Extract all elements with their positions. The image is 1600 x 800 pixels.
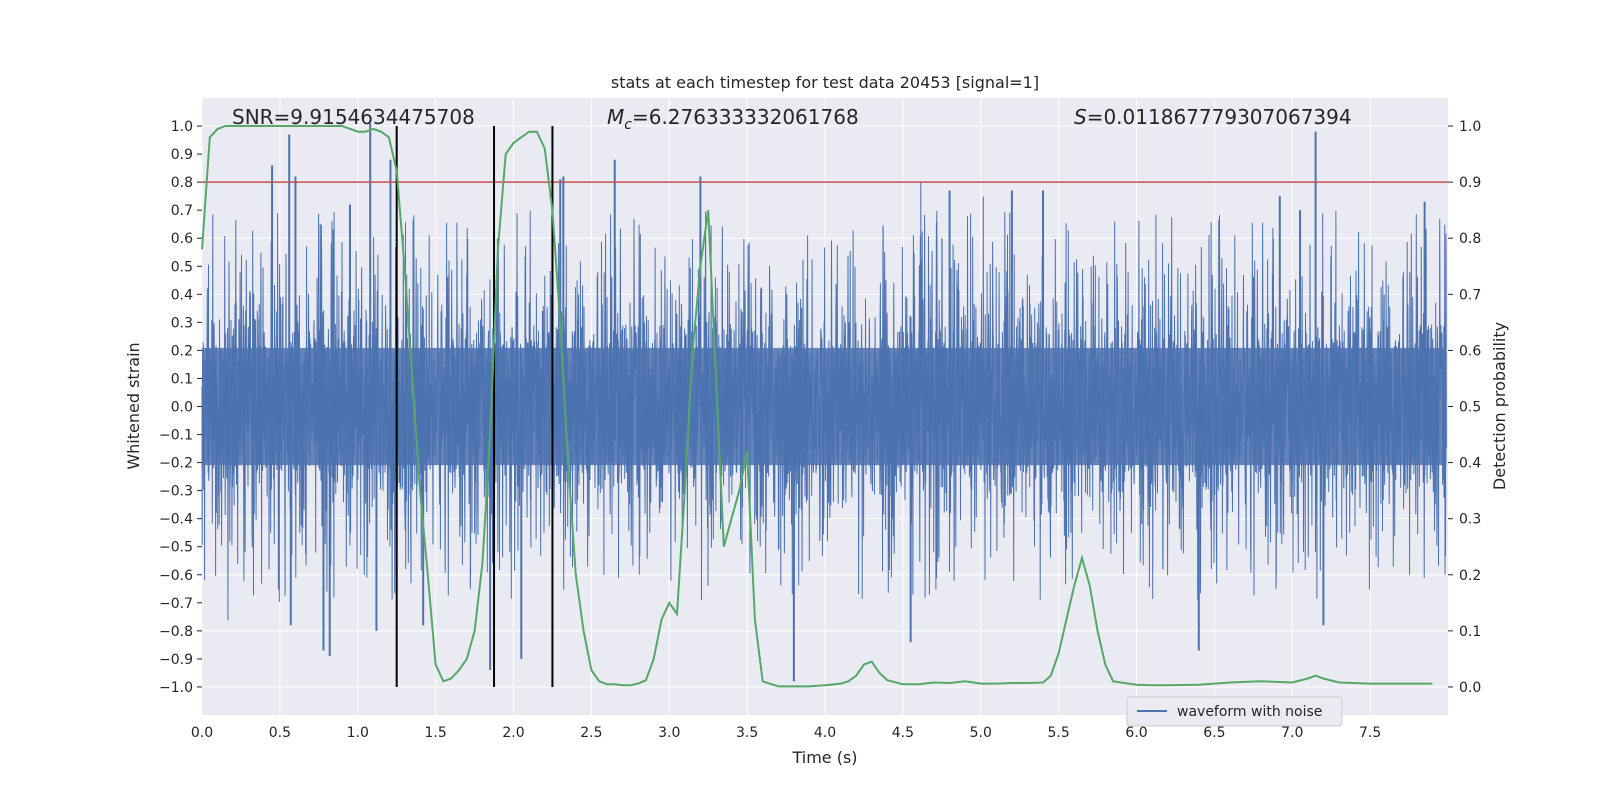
- y-right-tick-label-7: 0.3: [1459, 512, 1481, 528]
- x-tick-label-8: 4.0: [814, 725, 836, 741]
- x-tick-label-11: 5.5: [1047, 725, 1069, 741]
- y-axis-right-label: Detection probability: [1490, 322, 1509, 490]
- detection-probability-curve: [201, 125, 1433, 688]
- x-tick-label-9: 4.5: [892, 725, 914, 741]
- y-right-tick-label-2: 0.8: [1459, 231, 1481, 247]
- x-axis-label: Time (s): [791, 748, 857, 767]
- chirp-mass-annotation: Mc=6.276333332061768: [607, 105, 859, 133]
- y-left-tick-label-10: 0.0: [171, 400, 193, 416]
- y-left-tick-label-7: 0.3: [171, 315, 193, 331]
- x-tick-label-12: 6.0: [1125, 725, 1147, 741]
- y-axis-left-label: Whitened strain: [124, 342, 143, 469]
- y-right-tick-label-5: 0.5: [1459, 400, 1481, 416]
- x-tick-label-5: 2.5: [580, 725, 602, 741]
- y-right-tick-label-4: 0.6: [1459, 343, 1481, 359]
- y-left-tick-label-19: −0.9: [159, 652, 193, 668]
- y-left-tick-label-11: −0.1: [159, 428, 193, 444]
- x-tick-label-6: 3.0: [658, 725, 680, 741]
- x-tick-label-0: 0.0: [191, 725, 213, 741]
- axis-ticks: 0.0 0.5 1.0 1.5 2.0 2.5 3.0 3.5 4.0 4.5 5.0 5.5 6.0 6…: [159, 119, 1481, 741]
- y-right-tick-label-10: 0.0: [1459, 680, 1481, 696]
- y-left-tick-label-3: 0.7: [171, 203, 193, 219]
- probability-series: [201, 125, 1433, 688]
- x-tick-label-15: 7.5: [1359, 725, 1381, 741]
- y-right-tick-label-8: 0.2: [1459, 568, 1481, 584]
- s-symbol: S: [1074, 105, 1087, 129]
- legend: waveform with noise: [1126, 696, 1343, 727]
- x-tick-label-10: 5.0: [970, 725, 992, 741]
- x-tick-label-3: 1.5: [424, 725, 446, 741]
- y-left-tick-label-15: −0.5: [159, 540, 193, 556]
- y-left-tick-label-1: 0.9: [171, 147, 193, 163]
- y-left-tick-label-0: 1.0: [171, 119, 193, 135]
- y-left-tick-label-6: 0.4: [171, 287, 193, 303]
- y-right-tick-label-9: 0.1: [1459, 624, 1481, 640]
- chirp-mass-symbol: M: [607, 105, 624, 129]
- y-left-tick-label-5: 0.5: [171, 259, 193, 275]
- x-tick-label-2: 1.0: [347, 725, 369, 741]
- y-left-tick-label-8: 0.2: [171, 343, 193, 359]
- legend-label-waveform: waveform with noise: [1177, 704, 1322, 720]
- s-value: =0.011867779307067394: [1087, 105, 1352, 129]
- x-tick-label-13: 6.5: [1203, 725, 1225, 741]
- chirp-mass-value: =6.276333332061768: [632, 105, 859, 129]
- s-annotation: S=0.011867779307067394: [1074, 105, 1352, 129]
- y-left-tick-label-16: −0.6: [159, 568, 193, 584]
- y-left-tick-label-9: 0.1: [171, 371, 193, 387]
- y-left-tick-label-4: 0.6: [171, 231, 193, 247]
- y-right-tick-label-3: 0.7: [1459, 287, 1481, 303]
- chart-title: stats at each timestep for test data 204…: [611, 73, 1039, 92]
- y-left-tick-label-2: 0.8: [171, 175, 193, 191]
- snr-annotation: SNR=9.9154634475708: [232, 105, 475, 129]
- y-left-tick-label-12: −0.2: [159, 456, 193, 472]
- x-tick-label-7: 3.5: [736, 725, 758, 741]
- y-left-tick-label-20: −1.0: [159, 680, 193, 696]
- x-tick-label-1: 0.5: [269, 725, 291, 741]
- legend-box: [1126, 696, 1343, 727]
- y-right-tick-label-0: 1.0: [1459, 119, 1481, 135]
- waveform-series: [201, 123, 1447, 682]
- waveform-core-band: [202, 347, 1447, 466]
- y-left-tick-label-13: −0.3: [159, 484, 193, 500]
- y-right-tick-label-6: 0.4: [1459, 456, 1481, 472]
- chirp-mass-subscript: c: [624, 117, 632, 133]
- y-right-tick-label-1: 0.9: [1459, 175, 1481, 191]
- x-tick-label-14: 7.0: [1281, 725, 1303, 741]
- y-left-tick-label-17: −0.7: [159, 596, 193, 612]
- y-left-tick-label-18: −0.8: [159, 624, 193, 640]
- y-left-tick-label-14: −0.4: [159, 512, 193, 528]
- x-tick-label-4: 2.0: [502, 725, 524, 741]
